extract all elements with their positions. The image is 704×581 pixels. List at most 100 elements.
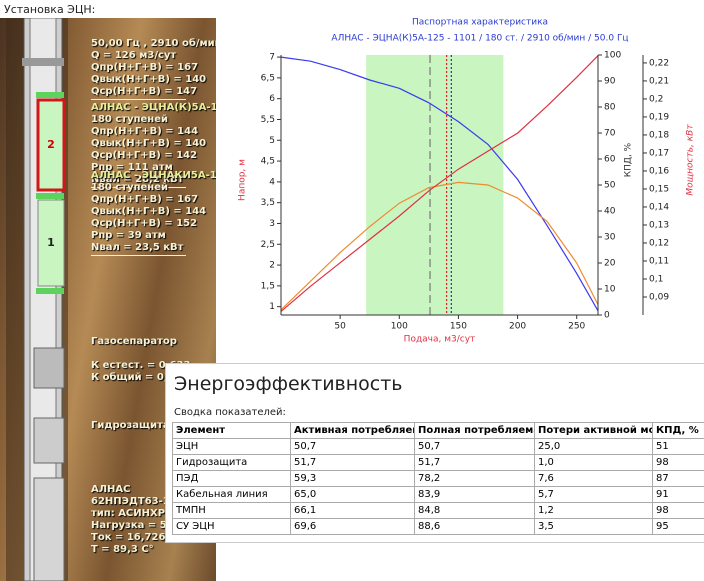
info-line: Qпр(Н+Г+В) = 167 [91,62,216,74]
y2-tick-label: 90 [604,77,616,87]
y3-tick-label: 0,2 [649,94,663,104]
y2-tick-label: 40 [604,207,616,217]
y2-axis-label: КПД, % [624,142,634,177]
energy-panel: Энергоэффективность Сводка показателей: … [165,363,704,543]
table-cell: 51,7 [415,455,535,471]
table-cell: 51 [653,439,704,455]
y3-tick-label: 0,09 [649,292,669,302]
y2-tick-label: 0 [604,311,610,321]
y2-tick-label: 100 [604,51,621,61]
y-tick-label: 2,5 [261,240,275,250]
table-cell: 65,0 [291,487,415,503]
info-line: Qср(Н+Г+В) = 147 [91,86,216,98]
info-line: Qср(Н+Г+В) = 152 [91,218,216,230]
table-cell: 7,6 [535,471,653,487]
protector [34,418,64,463]
y3-tick-label: 0,18 [649,130,669,140]
y3-tick-label: 0,15 [649,184,669,194]
y-tick-label: 5 [269,136,275,146]
separator-title: Газосепаратор [91,336,190,348]
table-cell: Гидрозащита [173,455,291,471]
y2-tick-label: 60 [604,155,616,165]
table-cell: 87 [653,471,704,487]
table-cell: 3,5 [535,519,653,535]
divider [91,255,186,256]
column-header: Потери активной мощ [535,423,653,439]
table-cell: 25,0 [535,439,653,455]
column-header: КПД, % [653,423,704,439]
y3-tick-label: 0,12 [649,238,669,248]
y2-tick-label: 10 [604,285,616,295]
y3-tick-label: 0,21 [649,76,669,86]
info-line: 180 ступеней [91,182,216,194]
x-axis-label: Подача, м3/сут [404,335,476,345]
info-line: Nвал = 23,5 кВт [91,242,216,254]
column-header: Активная потребляем [291,423,415,439]
table-cell: СУ ЭЦН [173,519,291,535]
y2-tick-label: 20 [604,259,616,269]
y3-tick-label: 0,19 [649,112,669,122]
column-header: Элемент [173,423,291,439]
x-tick-label: 200 [509,322,526,332]
motor [34,478,64,581]
pump-schematic: 2 1 [0,18,90,581]
table-cell: 83,9 [415,487,535,503]
info-line: Qпр(Н+Г+В) = 167 [91,194,216,206]
table-cell: ПЭД [173,471,291,487]
table-cell: 98 [653,455,704,471]
info-line: Pпр = 39 атм [91,230,216,242]
column-header: Полная потребляемая [415,423,535,439]
table-cell: 88,6 [415,519,535,535]
chart-subtitle: АЛНАС - ЭЦНА(К)5А-125 - 1101 / 180 ст. /… [331,34,628,44]
section-label: 2 [47,138,55,151]
info-block: 50,00 Гц , 2910 об/минQ = 126 м3/сутQпр(… [91,38,216,100]
y3-tick-label: 0,13 [649,220,669,230]
y3-tick-label: 0,14 [649,202,669,212]
y-tick-label: 3,5 [261,198,275,208]
table-cell: 91 [653,487,704,503]
info-block: АЛНАС - ЭЦНАКИ5А-160180 ступенейQпр(Н+Г+… [91,170,216,256]
table-cell: 84,8 [415,503,535,519]
x-tick-label: 250 [568,322,585,332]
info-line: АЛНАС - ЭЦНАКИ5А-160 [91,170,216,182]
y-tick-label: 1 [269,302,275,312]
y-tick-label: 3 [269,219,275,229]
panel-title: Энергоэффективность [174,373,403,395]
divider [91,99,186,100]
section-label: 1 [47,236,55,249]
table-cell: 1,2 [535,503,653,519]
y3-tick-label: 0,11 [649,256,669,266]
info-line: Qвык(Н+Г+В) = 140 [91,138,216,150]
coupling [22,58,64,66]
y-tick-label: 2 [269,261,275,271]
table-cell: 59,3 [291,471,415,487]
info-line: АЛНАС - ЭЦНА(К)5А-125 [91,102,216,114]
y-axis-label: Напор, м [238,159,248,201]
y2-tick-label: 80 [604,103,616,113]
info-line: Qвык(Н+Г+В) = 144 [91,206,216,218]
table-cell: 66,1 [291,503,415,519]
panel-subtitle: Сводка показателей: [174,407,286,418]
info-line: 180 ступеней [91,114,216,126]
table-cell: ЭЦН [173,439,291,455]
table-row: ТМПН66,184,81,298 [173,503,704,519]
y-tick-label: 6,5 [261,73,275,83]
y3-tick-label: 0,22 [649,58,669,68]
y3-axis-label: Мощность, кВт [686,124,696,196]
protector-label: Гидрозащита [91,420,170,432]
table-row: Кабельная линия65,083,95,791 [173,487,704,503]
table-cell: 51,7 [291,455,415,471]
table-cell: 1,0 [535,455,653,471]
y-tick-label: 6 [269,94,275,104]
joint [36,288,64,294]
table-cell: 78,2 [415,471,535,487]
table-cell: ТМПН [173,503,291,519]
x-tick-label: 100 [391,322,408,332]
y-tick-label: 5,5 [261,115,275,125]
y2-tick-label: 70 [604,129,616,139]
x-tick-label: 150 [450,322,467,332]
info-line: Qвык(Н+Г+В) = 140 [91,74,216,86]
